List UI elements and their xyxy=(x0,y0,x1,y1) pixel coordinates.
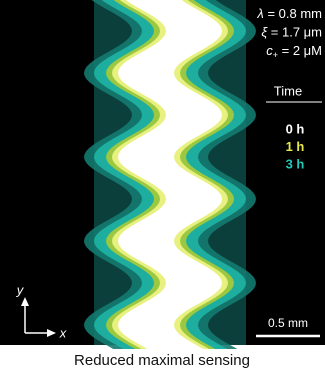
parameter-symbol: λ xyxy=(256,6,263,21)
legend-entry: 3 h xyxy=(286,156,305,171)
legend-title: Time xyxy=(274,83,302,98)
parameter: λ = 0.8 mm xyxy=(256,6,322,21)
parameters: λ = 0.8 mmξ = 1.7 μmc+ = 2 μM xyxy=(256,6,322,60)
scale-bar-label: 0.5 mm xyxy=(268,316,308,330)
legend: 0 h 1 h 3 h xyxy=(286,121,305,171)
legend-entry: 1 h xyxy=(286,139,305,154)
x-axis-label: x xyxy=(59,325,67,340)
parameter-value: = 0.8 mm xyxy=(264,6,322,21)
figure: λ = 0.8 mmξ = 1.7 μmc+ = 2 μM Time 0 h1 … xyxy=(0,0,325,377)
parameter-value: = 2 μM xyxy=(278,43,322,58)
legend-entry: 0 h xyxy=(286,121,305,136)
caption: Reduced maximal sensing xyxy=(74,352,250,369)
parameter-value: = 1.7 μm xyxy=(267,25,322,40)
parameter: ξ = 1.7 μm xyxy=(261,25,322,40)
